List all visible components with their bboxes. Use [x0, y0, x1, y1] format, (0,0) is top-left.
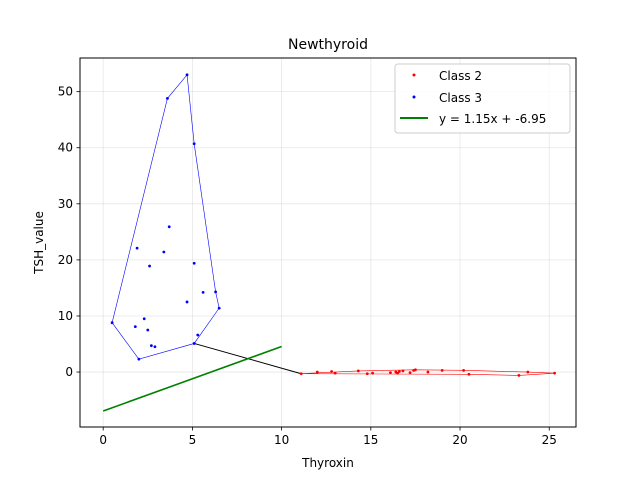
- y-tick-label: 0: [65, 365, 73, 379]
- point-class-3: [153, 345, 157, 349]
- legend-label-class-3: Class 3: [439, 91, 482, 105]
- point-class-3: [201, 291, 205, 294]
- point-class-2: [517, 374, 521, 377]
- point-class-3: [166, 96, 169, 100]
- point-class-2: [299, 372, 303, 376]
- x-tick-label: 15: [363, 433, 378, 447]
- grid: [80, 58, 576, 427]
- point-class-2: [371, 371, 375, 375]
- point-class-3: [146, 328, 150, 332]
- x-tick-label: 25: [542, 433, 557, 447]
- point-class-2: [462, 368, 465, 372]
- point-class-3: [167, 225, 171, 229]
- fit-line: [102, 345, 282, 412]
- x-tick-label: 5: [189, 433, 197, 447]
- x-axis: 0 5 10 15 20 25: [99, 427, 557, 447]
- point-class-3: [148, 264, 151, 268]
- point-class-2: [526, 370, 530, 374]
- point-class-2: [401, 369, 405, 373]
- legend-box: [394, 63, 571, 134]
- point-class-2: [408, 371, 412, 375]
- point-class-3: [185, 300, 189, 304]
- point-class-3: [214, 290, 217, 294]
- legend: Class 2 Class 3 y = 1.15x + -6.95: [394, 63, 571, 134]
- point-class-2: [365, 372, 369, 376]
- point-class-3: [185, 73, 189, 77]
- point-class-2: [356, 369, 360, 373]
- point-class-2: [397, 370, 401, 373]
- point-class-3: [192, 261, 196, 265]
- x-tick-label: 20: [452, 433, 467, 447]
- x-tick-label: 0: [99, 433, 107, 447]
- y-tick-label: 50: [58, 85, 73, 99]
- point-class-2: [333, 371, 337, 375]
- legend-marker-class-2: [412, 73, 416, 77]
- point-class-2: [414, 368, 417, 372]
- point-class-3: [135, 246, 139, 250]
- point-class-2: [389, 371, 392, 375]
- point-class-3: [133, 325, 137, 329]
- point-class-3: [149, 344, 153, 348]
- x-tick-label: 10: [274, 433, 289, 447]
- chart-title: Newthyroid: [288, 37, 368, 53]
- y-axis: 0 10 20 30 40 50: [58, 85, 80, 379]
- y-tick-label: 40: [58, 141, 73, 155]
- point-class-3: [137, 357, 141, 361]
- plot-layer: [102, 73, 556, 412]
- point-class-2: [440, 368, 444, 372]
- point-class-3: [110, 321, 114, 325]
- point-class-3: [217, 306, 221, 310]
- x-axis-label: Thyroxin: [301, 456, 354, 470]
- point-class-2: [553, 371, 556, 375]
- point-class-2: [315, 370, 319, 374]
- y-axis-label: TSH_value: [32, 211, 46, 275]
- point-class-3: [192, 342, 196, 345]
- point-class-3: [162, 250, 166, 254]
- plot-frame: [79, 57, 577, 428]
- y-tick-label: 30: [58, 197, 73, 211]
- legend-marker-class-3: [412, 95, 416, 99]
- point-class-3: [142, 317, 146, 321]
- legend-label-class-2: Class 2: [439, 69, 482, 83]
- point-class-3: [196, 333, 200, 337]
- y-tick-label: 20: [58, 253, 73, 267]
- point-class-2: [396, 371, 399, 375]
- point-class-2: [330, 370, 333, 373]
- point-class-2: [426, 370, 430, 374]
- legend-label-fit: y = 1.15x + -6.95: [439, 112, 546, 126]
- point-class-3: [192, 142, 196, 146]
- y-tick-label: 10: [58, 309, 73, 323]
- point-class-2: [467, 372, 471, 376]
